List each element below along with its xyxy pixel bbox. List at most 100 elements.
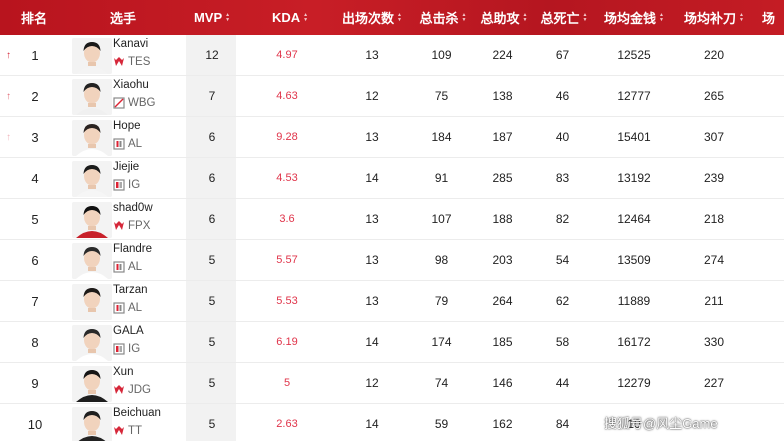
assists-cell: 162 (492, 417, 513, 431)
kda-cell: 5 (283, 377, 291, 389)
mvp-cell: 6 (208, 212, 216, 226)
header-mvp-sort[interactable]: MVP ▲ ▼ (186, 0, 238, 35)
sort-arrows-icon: ▲ ▼ (461, 11, 467, 23)
mvp-cell: 7 (208, 89, 216, 103)
appearances-cell: 13 (365, 48, 379, 62)
assists-cell: 285 (492, 171, 513, 185)
kills-cell: 184 (431, 130, 452, 144)
team-name: TT (128, 425, 143, 437)
table-row[interactable]: 10 Beichuan TT 5 2.63 14 59 162 84 10 (0, 404, 784, 441)
table-row[interactable]: ↑ 3 Hope AL 6 9.28 13 184 187 40 15401 307 (0, 117, 784, 158)
header-kda-sort[interactable]: KDA ▲ ▼ (263, 0, 317, 35)
player-avatar[interactable] (72, 243, 112, 279)
player-name[interactable]: Xiaohu (113, 79, 149, 91)
table-row[interactable]: ↑ 2 Xiaohu WBG 7 4.63 12 75 138 46 12777 265 (0, 76, 784, 117)
header-gold-label: 场均金钱 (604, 11, 657, 26)
player-team: AL (113, 261, 142, 273)
header-kda-label: KDA (271, 10, 301, 25)
table-row[interactable]: 7 Tarzan AL 5 5.53 13 79 264 62 11889 211 (0, 281, 784, 322)
player-name[interactable]: shad0w (113, 202, 153, 214)
mvp-cell: 5 (208, 335, 216, 349)
player-name[interactable]: GALA (113, 325, 144, 337)
player-avatar[interactable] (72, 38, 112, 74)
cs-cell: 211 (704, 294, 724, 308)
gold-cell: 12464 (617, 212, 651, 226)
cs-cell: 239 (703, 171, 725, 185)
deaths-cell: 54 (555, 253, 570, 267)
kills-cell: 59 (434, 417, 449, 431)
header-assists-sort[interactable]: 总助攻 ▲ ▼ (475, 0, 533, 35)
mvp-column-bg (186, 117, 236, 157)
player-name[interactable]: Beichuan (113, 407, 161, 419)
team-name: IG (128, 179, 141, 191)
header-appearances-label: 出场次数 (342, 11, 395, 26)
player-name[interactable]: Hope (113, 120, 141, 132)
header-appearances-sort[interactable]: 出场次数 ▲ ▼ (337, 0, 407, 35)
player-avatar[interactable] (72, 325, 112, 361)
header-deaths-sort[interactable]: 总死亡 ▲ ▼ (535, 0, 593, 35)
kills-cell: 74 (434, 376, 449, 390)
player-team: WBG (113, 97, 155, 109)
rank-cell: 10 (27, 416, 43, 432)
player-avatar[interactable] (72, 202, 112, 238)
player-avatar[interactable] (72, 120, 112, 156)
header-rank: 排名 (20, 11, 47, 26)
gold-cell: 16172 (617, 335, 651, 349)
appearances-cell: 13 (365, 253, 379, 267)
mvp-column-bg (186, 363, 236, 403)
mvp-column-bg (186, 76, 236, 116)
team-name: JDG (128, 384, 151, 396)
team-logo-icon (113, 261, 125, 273)
appearances-cell: 12 (365, 376, 379, 390)
player-name[interactable]: Tarzan (113, 284, 148, 296)
table-row[interactable]: 9 Xun JDG 5 5 12 74 146 44 12279 227 (0, 363, 784, 404)
table-row[interactable]: 4 Jiejie IG 6 4.53 14 91 285 83 13192 239 (0, 158, 784, 199)
cs-cell: 307 (703, 130, 725, 144)
header-kills-label: 总击杀 (419, 11, 459, 26)
table-row[interactable]: ↑ 1 Kanavi TES 12 4.97 13 109 224 67 12525 220 (0, 35, 784, 76)
kda-cell: 9.28 (276, 131, 298, 143)
player-name[interactable]: Flandre (113, 243, 152, 255)
appearances-cell: 12 (365, 89, 379, 103)
mvp-column-bg (186, 35, 236, 75)
gold-cell: 12525 (617, 48, 651, 62)
player-avatar[interactable] (72, 407, 112, 441)
table-row[interactable]: 6 Flandre AL 5 5.57 13 98 203 54 13509 274 (0, 240, 784, 281)
table-row[interactable]: 8 GALA IG 5 6.19 14 174 185 58 16172 330 (0, 322, 784, 363)
header-mvp-label: MVP (193, 10, 223, 25)
header-kills-sort[interactable]: 总击杀 ▲ ▼ (414, 0, 472, 35)
kills-cell: 75 (434, 89, 449, 103)
assists-cell: 138 (492, 89, 513, 103)
kda-cell: 4.97 (276, 49, 298, 61)
deaths-cell: 83 (555, 171, 570, 185)
deaths-cell: 40 (555, 130, 570, 144)
player-name[interactable]: Jiejie (113, 161, 140, 173)
rank-cell: 7 (31, 293, 39, 309)
kills-cell: 79 (434, 294, 449, 308)
player-avatar[interactable] (72, 161, 112, 197)
team-logo-icon (113, 343, 125, 355)
header-player: 选手 (109, 11, 136, 26)
table-row[interactable]: 5 shad0w FPX 6 3.6 13 107 188 82 12464 218 (0, 199, 784, 240)
gold-cell: 15401 (617, 130, 651, 144)
assists-cell: 146 (492, 376, 513, 390)
team-logo-icon (113, 425, 125, 437)
assists-cell: 203 (492, 253, 513, 267)
sort-arrows-icon: ▲ ▼ (739, 11, 744, 23)
deaths-cell: 46 (555, 89, 570, 103)
header-extra[interactable]: 场 (762, 11, 776, 26)
mvp-column-bg (186, 240, 236, 280)
player-name[interactable]: Xun (113, 366, 134, 378)
header-cs-sort[interactable]: 场均补刀 ▲ ▼ (679, 0, 749, 35)
player-avatar[interactable] (72, 79, 112, 115)
player-avatar[interactable] (72, 366, 112, 402)
gold-cell: 12777 (617, 89, 651, 103)
player-team: IG (113, 179, 140, 191)
player-name[interactable]: Kanavi (113, 38, 149, 50)
gold-cell: 13509 (617, 253, 651, 267)
appearances-cell: 14 (365, 417, 379, 431)
team-name: IG (128, 343, 141, 355)
player-avatar[interactable] (72, 284, 112, 320)
kda-cell: 2.63 (276, 418, 298, 430)
header-gold-sort[interactable]: 场均金钱 ▲ ▼ (599, 0, 669, 35)
